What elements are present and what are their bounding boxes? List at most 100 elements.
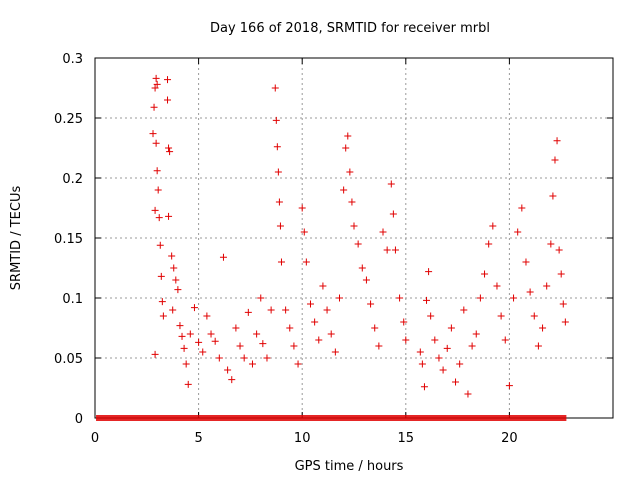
data-point: [551, 156, 559, 164]
grid-lines: [95, 58, 613, 418]
data-point: [443, 344, 451, 352]
data-point: [151, 84, 159, 92]
data-point: [460, 306, 468, 314]
data-point: [157, 272, 165, 280]
data-point: [306, 300, 314, 308]
data-point: [172, 276, 180, 284]
data-point: [362, 276, 370, 284]
data-point: [501, 336, 509, 344]
zero-band-markers: [96, 415, 567, 421]
data-point: [274, 168, 282, 176]
data-point: [391, 246, 399, 254]
data-point: [559, 300, 567, 308]
data-point: [152, 74, 160, 82]
data-point: [400, 318, 408, 326]
data-point: [423, 296, 431, 304]
data-point: [379, 228, 387, 236]
data-point: [282, 306, 290, 314]
data-point: [435, 354, 443, 362]
data-point: [481, 270, 489, 278]
data-point: [547, 240, 555, 248]
data-point: [240, 354, 248, 362]
data-point: [211, 337, 219, 345]
data-point: [176, 322, 184, 330]
data-point: [215, 354, 223, 362]
data-point: [340, 186, 348, 194]
data-point: [232, 324, 240, 332]
data-point: [224, 366, 232, 374]
data-point: [315, 336, 323, 344]
data-point: [159, 312, 167, 320]
data-point: [165, 144, 173, 152]
data-point: [543, 282, 551, 290]
data-point: [319, 282, 327, 290]
data-point: [522, 258, 530, 266]
data-point: [534, 342, 542, 350]
data-point: [228, 376, 236, 384]
data-point: [253, 330, 261, 338]
x-tick-label: 5: [194, 431, 202, 446]
data-point: [416, 348, 424, 356]
data-point: [248, 360, 256, 368]
data-point: [468, 342, 476, 350]
data-point: [275, 198, 283, 206]
data-point: [452, 378, 460, 386]
data-point: [190, 304, 198, 312]
data-point: [203, 312, 211, 320]
data-point: [348, 198, 356, 206]
data-point: [276, 222, 284, 230]
y-tick-labels: 0 0.05 0.1 0.15 0.2 0.25 0.3: [54, 52, 83, 427]
data-point: [485, 240, 493, 248]
data-point: [427, 312, 435, 320]
x-tick-label: 15: [398, 431, 415, 446]
data-point: [290, 342, 298, 350]
data-point: [155, 214, 163, 222]
data-point: [311, 318, 319, 326]
data-point: [267, 306, 275, 314]
data-point: [530, 312, 538, 320]
data-point: [389, 210, 397, 218]
data-point: [464, 390, 472, 398]
data-point: [150, 103, 158, 111]
data-point: [178, 332, 186, 340]
data-point: [402, 336, 410, 344]
data-point: [425, 268, 433, 276]
data-point: [418, 360, 426, 368]
data-point: [375, 342, 383, 350]
data-point: [561, 318, 569, 326]
data-point: [331, 348, 339, 356]
data-point: [149, 130, 157, 138]
x-tick-label: 20: [501, 431, 518, 446]
data-point: [156, 241, 164, 249]
data-point: [476, 294, 484, 302]
data-point: [526, 288, 534, 296]
y-tick-label: 0.05: [54, 352, 83, 367]
x-axis-label: GPS time / hours: [295, 459, 404, 474]
data-point: [344, 132, 352, 140]
data-point: [447, 324, 455, 332]
chart-title: Day 166 of 2018, SRMTID for receiver mrb…: [210, 21, 490, 36]
data-point: [168, 252, 176, 260]
data-point: [257, 294, 265, 302]
data-point: [207, 330, 215, 338]
y-tick-label: 0.25: [54, 112, 83, 127]
data-point: [219, 253, 227, 261]
data-point: [346, 168, 354, 176]
data-point: [259, 340, 267, 348]
data-point: [387, 180, 395, 188]
data-point: [549, 192, 557, 200]
data-point: [327, 330, 335, 338]
data-point: [472, 330, 480, 338]
data-point: [158, 298, 166, 306]
data-point: [497, 312, 505, 320]
data-point: [154, 186, 162, 194]
x-tick-label: 10: [294, 431, 311, 446]
data-point: [170, 264, 178, 272]
data-point: [286, 324, 294, 332]
data-point: [539, 324, 547, 332]
data-point: [182, 360, 190, 368]
data-point: [164, 96, 172, 104]
data-point: [342, 144, 350, 152]
data-point: [489, 222, 497, 230]
data-point: [184, 380, 192, 388]
